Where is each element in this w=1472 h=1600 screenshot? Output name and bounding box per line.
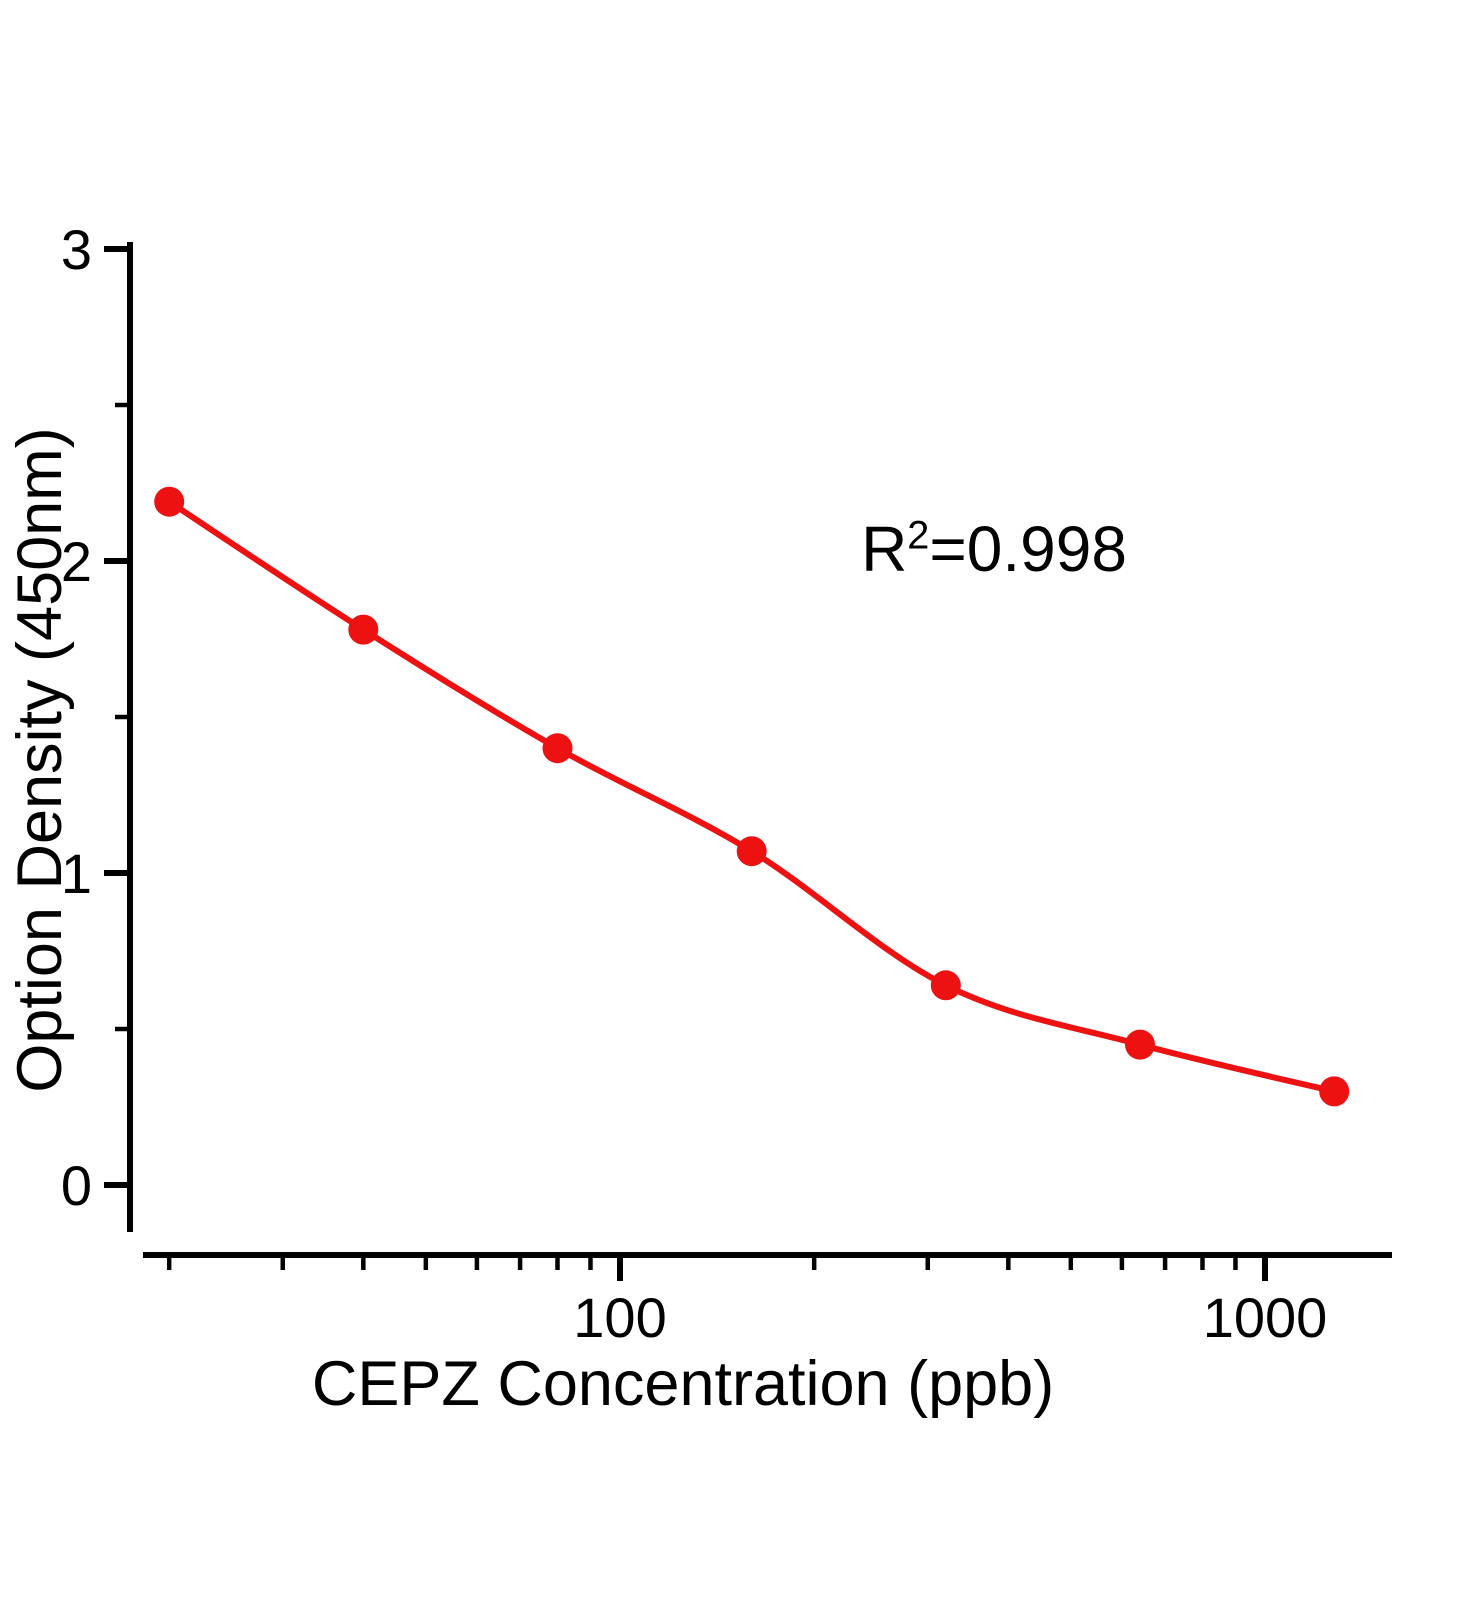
y-tick-label: 0 xyxy=(61,1154,92,1217)
x-tick-label: 1000 xyxy=(1203,1286,1328,1349)
data-point xyxy=(930,970,961,1001)
y-tick-label: 3 xyxy=(61,218,92,281)
y-tick-label: 2 xyxy=(61,530,92,593)
y-tick-label: 1 xyxy=(61,842,92,905)
y-axis-title: Option Density (450nm) xyxy=(5,427,75,1093)
data-point xyxy=(1125,1029,1155,1060)
data-point xyxy=(154,486,185,517)
data-point xyxy=(1319,1076,1350,1107)
data-point xyxy=(348,614,379,645)
x-axis-title: CEPZ Concentration (ppb) xyxy=(311,1349,1055,1419)
fit-curve xyxy=(166,498,1338,1095)
r-squared-exponent: 2 xyxy=(907,513,930,558)
r-squared-value: =0.998 xyxy=(929,513,1127,585)
r-squared-base: R xyxy=(861,513,908,585)
r-squared-annotation: R2=0.998 xyxy=(861,512,1127,586)
data-point xyxy=(736,836,767,867)
data-point xyxy=(542,733,573,764)
x-tick-label: 100 xyxy=(573,1286,666,1349)
